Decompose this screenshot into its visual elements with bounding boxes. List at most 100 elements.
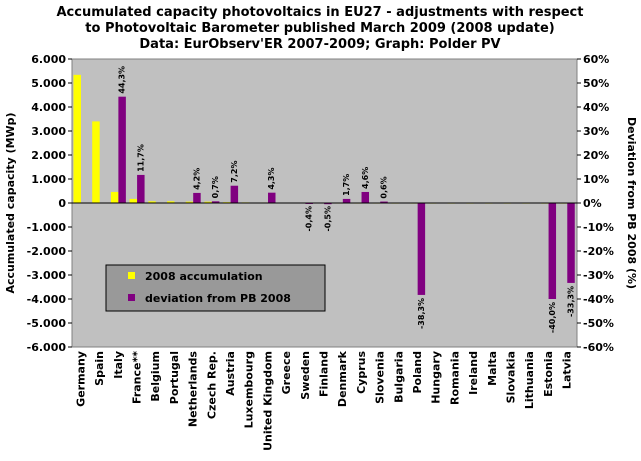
left-tick-label-10: 4.000	[31, 101, 66, 114]
right-tick-label-0: -60%	[583, 341, 614, 354]
x-label-6: Netherlands	[187, 351, 200, 428]
left-tick-label-6: 0	[58, 197, 66, 210]
data-label-7: 0,7%	[211, 176, 220, 198]
x-label-16: Slovenia	[374, 351, 387, 404]
x-label-21: Ireland	[467, 351, 480, 395]
x-label-13: Finland	[318, 351, 331, 397]
data-label-25: -40,0%	[548, 302, 557, 333]
left-tick-label-3: -3.000	[27, 269, 67, 282]
x-label-18: Poland	[411, 351, 424, 394]
data-label-2: 44,3%	[118, 66, 127, 94]
title-line-3: Data: EurObserv'ER 2007-2009; Graph: Pol…	[139, 37, 500, 52]
x-label-7: Czech Rep.	[205, 351, 218, 419]
data-label-18: -38,3%	[417, 298, 426, 329]
left-tick-label-1: -5.000	[27, 317, 67, 330]
x-label-14: Denmark	[336, 350, 349, 407]
right-tick-label-6: 0%	[583, 197, 602, 210]
x-label-23: Slovakia	[505, 351, 518, 403]
bar-deviation-15	[361, 191, 370, 203]
left-tick-label-2: -4.000	[27, 293, 67, 306]
x-label-8: Austria	[224, 351, 237, 396]
bar-deviation-8	[230, 185, 239, 203]
x-label-11: Greece	[280, 351, 293, 394]
bar-deviation-13	[324, 203, 332, 205]
right-tick-label-3: -30%	[583, 269, 614, 282]
x-label-24: Lithuania	[523, 351, 536, 409]
x-label-12: Sweden	[299, 351, 312, 400]
right-axis-ticks: -60% -50% -40% -30% -20% -10% 0% 10% 20% 30% 40% 50…	[577, 53, 614, 354]
x-label-17: Bulgaria	[392, 351, 405, 403]
title-line-2: to Photovoltaic Barometer published Marc…	[85, 21, 554, 36]
bar-deviation-7	[211, 201, 220, 203]
x-axis-labels: Germany Spain Italy France** Belgium Portugal…	[74, 350, 573, 451]
legend-swatch-deviation	[128, 294, 135, 301]
x-label-4: Belgium	[149, 351, 162, 402]
data-label-12: -0,4%	[305, 206, 314, 232]
bar-deviation-3	[137, 174, 145, 203]
bar-accumulation-4	[148, 201, 156, 203]
left-tick-label-8: 2.000	[31, 149, 66, 162]
x-label-5: Portugal	[168, 351, 181, 404]
bar-deviation-6	[193, 192, 201, 203]
right-tick-label-1: -50%	[583, 317, 614, 330]
right-tick-label-12: 60%	[583, 53, 609, 66]
data-label-15: 4,6%	[361, 167, 370, 189]
legend-swatch-accumulation	[128, 272, 135, 279]
x-label-22: Malta	[486, 351, 499, 386]
left-tick-label-0: -6.000	[27, 341, 67, 354]
legend-label-accumulation: 2008 accumulation	[145, 270, 263, 283]
data-label-10: 4,3%	[267, 167, 276, 189]
bar-deviation-18	[417, 203, 426, 295]
x-label-9: Luxembourg	[243, 351, 256, 428]
bar-accumulation-6	[185, 201, 194, 203]
series-deviation-bars	[118, 96, 575, 299]
right-tick-label-5: -10%	[583, 221, 614, 234]
right-tick-label-2: -40%	[583, 293, 614, 306]
legend-label-deviation: deviation from PB 2008	[145, 292, 291, 305]
left-tick-label-12: 6.000	[31, 53, 66, 66]
bar-deviation-25	[548, 203, 557, 299]
x-label-1: Spain	[93, 351, 106, 386]
data-label-13: -0,5%	[323, 206, 332, 232]
left-tick-label-9: 3.000	[31, 125, 66, 138]
right-tick-label-8: 20%	[583, 149, 609, 162]
bar-deviation-26	[567, 203, 575, 283]
y-axis-label-left: Accumulated capacity (MWp)	[4, 112, 17, 293]
bar-accumulation-1	[92, 121, 100, 203]
x-label-10: United Kingdom	[261, 351, 274, 451]
x-label-2: Italy	[112, 351, 125, 379]
x-label-3: France**	[130, 351, 143, 404]
left-axis-ticks: -6.000 -5.000 -4.000 -3.000 -2.000 -1.000 0 1.0…	[27, 53, 72, 354]
right-tick-label-10: 40%	[583, 101, 609, 114]
right-tick-label-9: 30%	[583, 125, 609, 138]
bar-deviation-14	[342, 198, 351, 203]
left-tick-label-5: -1.000	[27, 221, 67, 234]
data-label-8: 7,2%	[230, 161, 239, 183]
x-label-20: Romania	[448, 351, 461, 405]
bar-accumulation-7	[204, 201, 212, 203]
data-label-14: 1,7%	[342, 174, 351, 196]
x-label-19: Hungary	[430, 351, 443, 404]
legend: 2008 accumulation deviation from PB 2008	[105, 264, 326, 312]
bar-deviation-16	[380, 201, 388, 203]
deviation-data-labels: 44,3% 11,7% 4,2% 0,7% 7,2% 4,3% -0,4% -0,5% 1,7%…	[118, 66, 576, 333]
data-label-16: 0,6%	[379, 176, 388, 198]
x-label-26: Latvia	[561, 351, 574, 389]
left-tick-label-4: -2.000	[27, 245, 67, 258]
right-tick-label-7: 10%	[583, 173, 609, 186]
bar-deviation-2	[118, 96, 126, 203]
y-axis-label-right: Deviation from PB 2008 (%)	[625, 117, 638, 289]
bar-accumulation-2	[110, 191, 119, 203]
right-tick-label-4: -20%	[583, 245, 614, 258]
bar-accumulation-5	[167, 201, 175, 203]
data-label-6: 4,2%	[192, 168, 201, 190]
bar-deviation-10	[268, 192, 276, 203]
x-label-25: Estonia	[542, 351, 555, 397]
title-line-1: Accumulated capacity photovoltaics in EU…	[57, 5, 584, 20]
right-tick-label-11: 50%	[583, 77, 609, 90]
x-label-0: Germany	[74, 351, 87, 407]
left-tick-label-11: 5.000	[31, 77, 66, 90]
data-label-26: -33,3%	[567, 286, 576, 317]
chart-title: Accumulated capacity photovoltaics in EU…	[57, 5, 584, 52]
